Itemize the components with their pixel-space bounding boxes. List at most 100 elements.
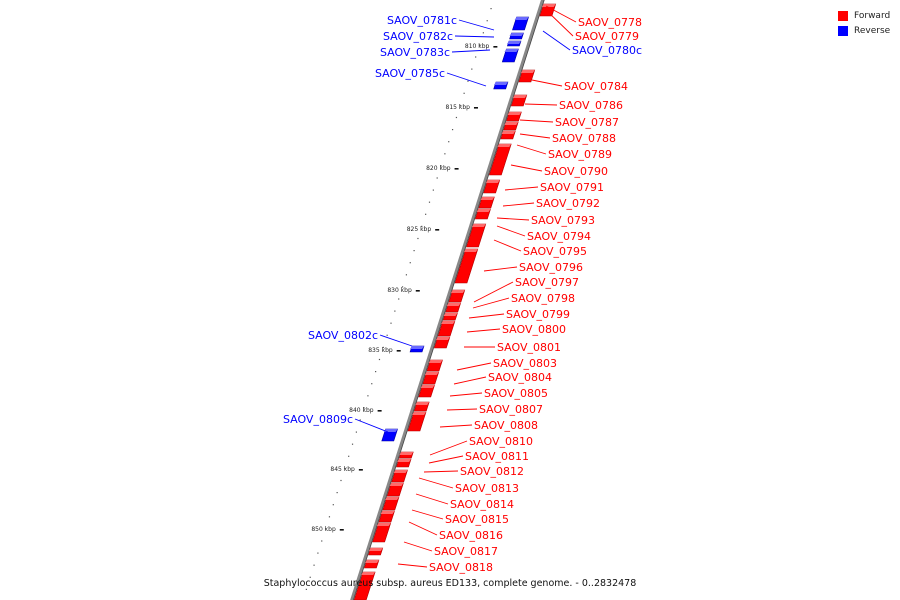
gene-label: SAOV_0800 — [502, 323, 566, 336]
tick-label: 840 kbp — [349, 407, 374, 414]
minor-dot — [451, 129, 454, 131]
leader-line — [502, 202, 535, 207]
gene-highlight — [443, 313, 458, 316]
gene-label: SAOV_0791 — [540, 181, 604, 194]
gene-highlight — [361, 572, 376, 575]
minor-dot — [363, 407, 365, 409]
gene-label: SAOV_0798 — [511, 292, 575, 305]
leader-line — [542, 30, 571, 51]
gene-highlight — [501, 131, 516, 134]
leader-line — [519, 119, 554, 123]
minor-dot — [309, 576, 311, 578]
leader-line — [423, 470, 459, 473]
legend-reverse-label: Reverse — [854, 25, 891, 36]
gene-highlight — [463, 249, 478, 252]
gene-highlight — [368, 548, 383, 551]
gene-highlight — [507, 112, 522, 115]
minor-dot — [313, 564, 315, 566]
gene-label: SAOV_0808 — [474, 419, 538, 432]
gene-label: SAOV_0780c — [572, 44, 642, 57]
minor-dot — [371, 383, 373, 385]
leader-line — [428, 455, 464, 464]
leader-line — [545, 5, 577, 23]
minor-dot — [351, 443, 354, 445]
gene-highlight — [389, 483, 404, 486]
tick-label: 825 kbp — [407, 226, 432, 233]
gene-highlight — [384, 497, 399, 500]
gene-highlight — [504, 49, 519, 52]
gene-label: SAOV_0818 — [429, 561, 493, 574]
gene-label: SAOV_0778 — [578, 16, 642, 29]
gene-label: SAOV_0781c — [387, 14, 457, 27]
gene-label: SAOV_0815 — [445, 513, 509, 526]
tick-label: 820 kbp — [426, 165, 451, 172]
gene-label: SAOV_0786 — [559, 99, 623, 112]
major-tick — [493, 46, 498, 48]
minor-dot — [386, 334, 388, 336]
gene-label: SAOV_0804 — [488, 371, 552, 384]
leader-line — [466, 328, 501, 333]
gene-label: SAOV_0788 — [552, 132, 616, 145]
gene-label: SAOV_0802c — [308, 329, 378, 342]
tick-label: 815 kbp — [446, 104, 471, 111]
gene-label: SAOV_0784 — [564, 80, 628, 93]
genome-caption: Staphylococcus aureus subsp. aureus ED13… — [263, 578, 637, 589]
leader-line — [493, 239, 522, 252]
axis-ticks: 810 kbp 815 kbp 820 kbp 825 kbp 830 kbp 835 k… — [311, 43, 498, 533]
leader-line — [531, 79, 563, 87]
gene-highlight — [415, 402, 430, 405]
tick-label: 850 kbp — [311, 526, 336, 533]
leader-line — [429, 440, 468, 456]
leader-line — [408, 521, 438, 536]
major-tick — [396, 350, 401, 352]
gene-highlight — [450, 290, 465, 293]
leader-line — [473, 281, 514, 303]
leader-line — [472, 297, 510, 309]
minor-dot — [401, 286, 404, 288]
minor-dot — [428, 201, 431, 203]
reverse-swatch — [838, 25, 848, 36]
gene-highlight — [397, 459, 412, 462]
minor-dot — [390, 322, 392, 324]
gene-highlight — [493, 82, 508, 85]
gene-highlight — [471, 224, 486, 227]
gene-highlight — [512, 95, 527, 98]
minor-dot — [486, 20, 488, 22]
leader-line — [454, 35, 495, 38]
gene-label: SAOV_0805 — [484, 387, 548, 400]
minor-dot — [436, 177, 438, 179]
gene-highlight — [399, 452, 414, 455]
gene-label: SAOV_0787 — [555, 116, 619, 129]
tick-label: 810 kbp — [465, 43, 490, 50]
gene-label: SAOV_0809c — [283, 413, 353, 426]
minor-dot — [425, 213, 427, 215]
leader-line — [519, 133, 551, 139]
minor-dot — [325, 528, 327, 530]
leader-line — [453, 376, 487, 385]
leader-line — [439, 424, 473, 428]
minor-dot — [448, 141, 450, 143]
minor-dot — [328, 516, 331, 518]
minor-dot — [321, 540, 323, 542]
gene-label: SAOV_0782c — [383, 30, 453, 43]
minor-dot — [463, 92, 465, 94]
leader-line — [510, 164, 543, 172]
legend-forward-label: Forward — [854, 10, 891, 21]
minor-dot — [409, 262, 411, 264]
gene-highlight — [480, 197, 495, 200]
tick-label: 845 kbp — [330, 466, 355, 473]
minor-dot — [478, 44, 481, 46]
minor-dot — [382, 346, 384, 348]
major-tick — [415, 290, 420, 292]
genome-backbone — [350, 0, 545, 600]
major-tick — [358, 469, 363, 471]
gene-highlight — [364, 560, 379, 563]
gene-label: SAOV_0799 — [506, 308, 570, 321]
gene-highlight — [393, 470, 408, 473]
minor-dot — [482, 32, 484, 34]
leader-line — [411, 509, 444, 520]
gene-highlight — [376, 523, 391, 526]
minor-dot — [344, 467, 346, 469]
leader-line — [446, 72, 487, 87]
